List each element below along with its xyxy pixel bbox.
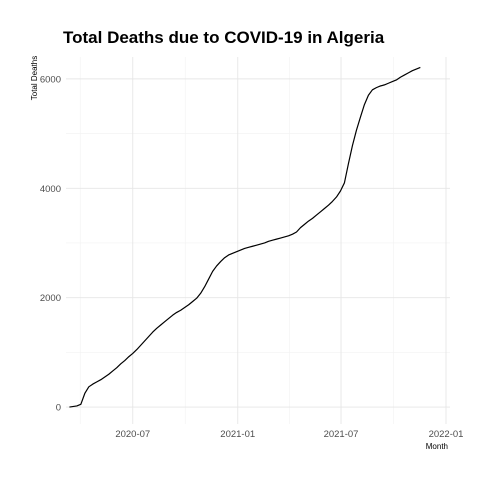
y-tick-label: 6000 [40, 74, 61, 85]
y-axis-label: Total Deaths [30, 56, 39, 100]
y-tick-label: 4000 [40, 184, 61, 195]
x-axis-label: Month [426, 442, 448, 451]
series-layer [69, 66, 421, 408]
x-tick-label: 2022-01 [429, 429, 464, 440]
y-tick-label: 2000 [40, 293, 61, 304]
major-gridlines [66, 57, 450, 424]
y-tick-label: 0 [56, 403, 61, 414]
x-axis-ticks: 2020-07 2021-01 2021-07 2022-01 [115, 429, 463, 440]
minor-gridlines [66, 57, 450, 424]
series-line-0 [69, 66, 421, 408]
x-tick-label: 2021-07 [324, 429, 359, 440]
chart-title: Total Deaths due to COVID-19 in Algeria [63, 28, 385, 47]
x-tick-label: 2021-01 [220, 429, 255, 440]
y-axis-ticks: 0 2000 4000 6000 [40, 74, 61, 413]
x-tick-label: 2020-07 [115, 429, 150, 440]
